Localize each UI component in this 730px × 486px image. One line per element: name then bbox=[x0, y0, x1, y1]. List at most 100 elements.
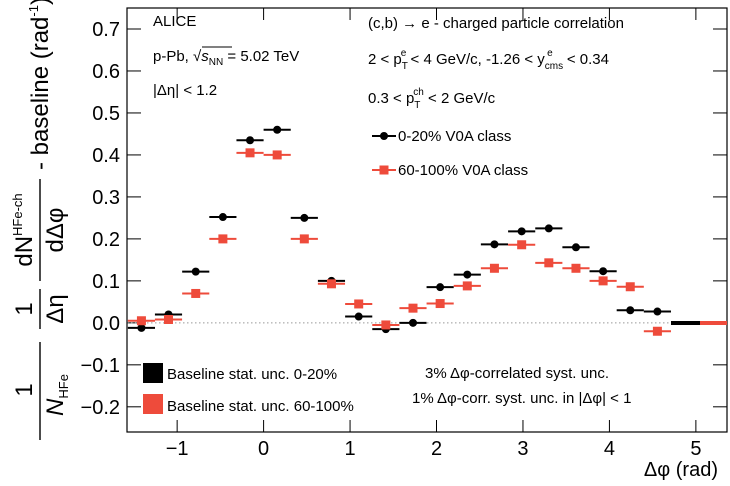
y-tick-label: 0.2 bbox=[92, 229, 120, 251]
annotation-sup: e bbox=[547, 48, 553, 59]
point bbox=[544, 224, 553, 233]
x-axis-label: Δφ (rad) bbox=[644, 459, 718, 481]
annotation-sub: T bbox=[414, 100, 420, 111]
point bbox=[625, 282, 635, 292]
point bbox=[246, 136, 255, 145]
point bbox=[435, 299, 445, 309]
point bbox=[381, 320, 391, 330]
annotation: ALICE bbox=[153, 13, 196, 30]
annotation-part: = 5.02 TeV bbox=[223, 48, 299, 65]
annotation: p-Pb, √sNN = 5.02 TeV bbox=[153, 48, 299, 68]
y-label-sup: HFe-ch bbox=[10, 193, 25, 236]
annotation-sub: cms bbox=[545, 61, 563, 72]
annotation-part: 2 < p bbox=[368, 51, 402, 68]
y-label-part: dN bbox=[11, 236, 38, 267]
annotation: 3% Δφ-correlated syst. unc. bbox=[425, 365, 609, 382]
point bbox=[652, 326, 662, 336]
y-tick-label: 0.6 bbox=[92, 61, 120, 83]
legend-marker bbox=[380, 132, 388, 140]
point bbox=[136, 316, 146, 326]
y-tick-label: −0.2 bbox=[81, 397, 120, 419]
point bbox=[245, 148, 255, 158]
annotation-part: 0.3 < p bbox=[368, 90, 414, 107]
y-label-part: - baseline (rad-1) bbox=[26, 0, 54, 170]
annotation: 0.3 < pTch < 2 GeV/c bbox=[368, 87, 496, 111]
baseline-band bbox=[700, 321, 727, 325]
point bbox=[218, 234, 228, 244]
point bbox=[462, 281, 472, 291]
annotation-sub: NN bbox=[209, 57, 223, 68]
point bbox=[599, 267, 608, 276]
point bbox=[653, 307, 662, 316]
y-tick-label: 0.0 bbox=[92, 313, 120, 335]
y-tick-label: −0.1 bbox=[81, 355, 120, 377]
annotation-part: < 4 GeV/c, -1.26 < y bbox=[406, 51, 545, 68]
point bbox=[544, 258, 554, 268]
y-tick-label: 0.4 bbox=[92, 145, 120, 167]
y-label-part: - baseline (rad bbox=[27, 17, 54, 170]
x-tick-label: 3 bbox=[517, 438, 528, 460]
annotation: (c,b) → e - charged particle correlation bbox=[368, 15, 624, 32]
point bbox=[354, 312, 363, 321]
point bbox=[490, 240, 499, 249]
point bbox=[191, 288, 201, 298]
point bbox=[598, 276, 608, 286]
baseline-swatch bbox=[143, 363, 163, 383]
y-label-part: N bbox=[42, 398, 69, 416]
point bbox=[463, 270, 472, 279]
annotation: 2 < pTe < 4 GeV/c, -1.26 < ycms e < 0.34 bbox=[368, 48, 609, 72]
y-label-part: dNHFe-ch bbox=[10, 193, 38, 266]
y-tick-label: 0.3 bbox=[92, 187, 120, 209]
annotation-sup: e bbox=[401, 48, 407, 59]
point bbox=[408, 318, 417, 327]
frame bbox=[126, 7, 728, 433]
point bbox=[436, 283, 445, 292]
point bbox=[571, 263, 581, 273]
annotation-sub: T bbox=[402, 61, 408, 72]
point bbox=[571, 243, 580, 252]
baseline-swatch bbox=[143, 394, 163, 414]
y-tick-label: 0.7 bbox=[92, 19, 120, 41]
point bbox=[299, 234, 309, 244]
x-tick-label: −1 bbox=[166, 438, 189, 460]
annotation: Baseline stat. unc. 60-100% bbox=[167, 398, 354, 415]
x-tick-label: 5 bbox=[690, 438, 701, 460]
annotation-part: s bbox=[201, 48, 209, 65]
point bbox=[218, 213, 227, 222]
y-label-part: ) bbox=[27, 0, 54, 5]
x-tick-label: 2 bbox=[431, 438, 442, 460]
x-tick-label: 1 bbox=[344, 438, 355, 460]
y-label-sup: -1 bbox=[26, 5, 41, 17]
annotation: 1% Δφ-corr. syst. unc. in |Δφ| < 1 bbox=[412, 390, 631, 407]
annotation-sup: ch bbox=[413, 87, 424, 98]
baseline-band bbox=[671, 321, 700, 325]
legend-label: 60-100% V0A class bbox=[398, 162, 528, 179]
y-tick-label: 0.5 bbox=[92, 103, 120, 125]
point bbox=[489, 263, 499, 273]
point bbox=[137, 323, 146, 332]
point bbox=[408, 303, 418, 313]
x-tick-label: 4 bbox=[604, 438, 615, 460]
annotation: |Δη| < 1.2 bbox=[153, 82, 217, 99]
point bbox=[326, 279, 336, 289]
legend-label: 0-20% V0A class bbox=[398, 128, 511, 145]
y-label-part: 1 bbox=[11, 383, 38, 396]
legend-marker bbox=[379, 165, 389, 175]
point bbox=[163, 314, 173, 324]
y-label-part: NHFe bbox=[42, 374, 71, 416]
annotation-part: < 2 GeV/c bbox=[424, 90, 496, 107]
point bbox=[626, 306, 635, 315]
point bbox=[300, 213, 309, 222]
point bbox=[354, 299, 364, 309]
annotation-part: p-Pb, √ bbox=[153, 48, 202, 65]
point bbox=[273, 125, 282, 134]
annotation-part: < 0.34 bbox=[563, 51, 609, 68]
y-label-part: dΔφ bbox=[42, 208, 69, 253]
plot-area bbox=[127, 8, 727, 432]
y-label-part: 1 bbox=[11, 302, 38, 315]
point bbox=[191, 267, 200, 276]
y-label-sub: HFe bbox=[56, 374, 71, 399]
point bbox=[517, 227, 526, 236]
y-label-part: Δη bbox=[42, 294, 69, 323]
